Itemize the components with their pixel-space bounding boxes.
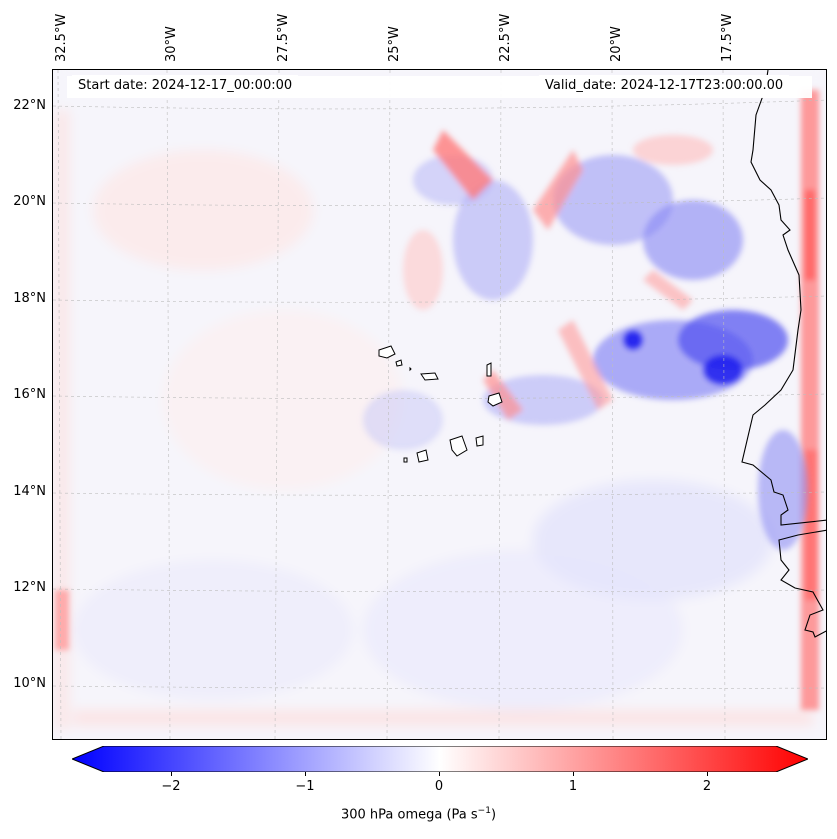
colorbar-tickmark: [573, 772, 574, 776]
lon-label: 17.5°W: [720, 13, 735, 62]
lon-label: 27.5°W: [276, 13, 291, 62]
lat-label: 22°N: [13, 98, 46, 113]
map-plot-area[interactable]: [52, 69, 827, 740]
lon-label: 25°W: [387, 26, 402, 62]
lon-label: 22.5°W: [498, 13, 513, 62]
graticule: [53, 70, 826, 739]
lon-label: 20°W: [609, 26, 624, 62]
colorbar-gradient: [70, 745, 810, 773]
colorbar-tickmark: [707, 772, 708, 776]
colorbar-label-end: ): [490, 807, 497, 823]
lat-label: 16°N: [13, 387, 46, 402]
lat-label: 10°N: [13, 676, 46, 691]
colorbar-tickmark: [171, 772, 172, 776]
colorbar-label: 300 hPa omega (Pa s−1): [0, 806, 837, 822]
lon-label: 32.5°W: [54, 13, 69, 62]
coastal-red-band: [55, 90, 819, 710]
lat-label: 14°N: [13, 484, 46, 499]
colorbar-tick-label: 1: [568, 779, 578, 794]
omega-field-map: [53, 70, 826, 739]
colorbar-label-unit-exponent: −1: [477, 806, 491, 816]
colorbar-label-main: 300 hPa omega (Pa s: [340, 807, 478, 823]
colorbar-tick-label: −1: [295, 779, 315, 794]
colorbar-tick-label: 2: [702, 779, 712, 794]
lon-label: 30°W: [164, 26, 179, 62]
colorbar-tick-label: 0: [434, 779, 444, 794]
lat-label: 12°N: [13, 580, 46, 595]
african-coastline: [741, 70, 826, 638]
colorbar-tickmark: [439, 772, 440, 776]
lat-label: 20°N: [13, 194, 46, 209]
colorbar-tick-label: −2: [161, 779, 181, 794]
active-region: [363, 130, 808, 550]
colorbar: [70, 745, 810, 773]
valid-date-label: Valid_date: 2024-12-17T23:00:00.00: [539, 75, 790, 97]
colorbar-tickmark: [305, 772, 306, 776]
lat-label: 18°N: [13, 291, 46, 306]
cape-verde-islands: [378, 345, 503, 463]
start-date-label: Start date: 2024-12-17_00:00:00: [72, 75, 299, 97]
